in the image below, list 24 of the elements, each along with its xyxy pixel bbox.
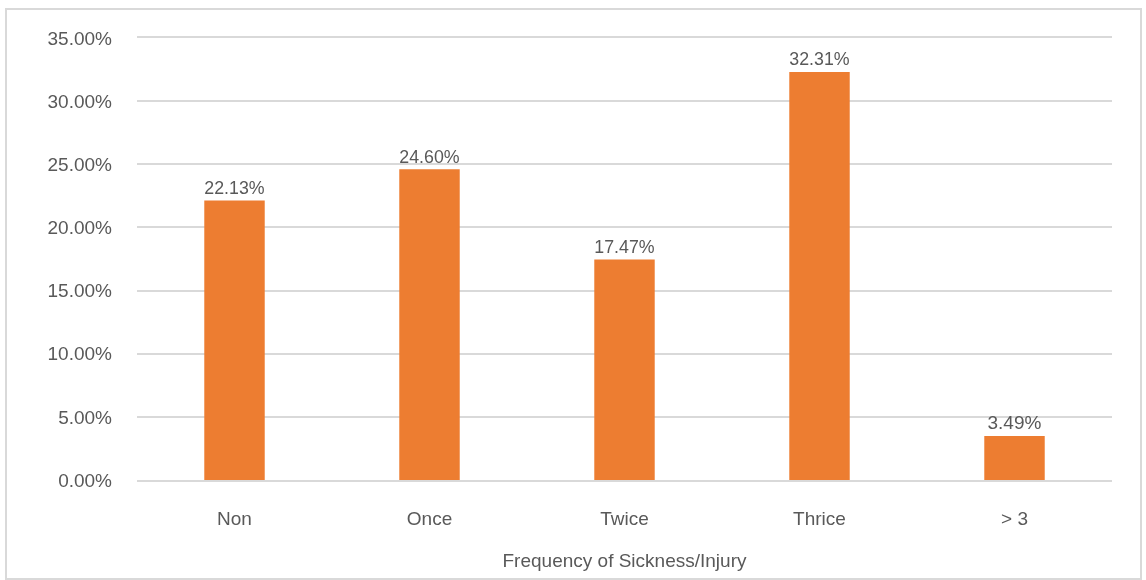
y-tick-label: 20.00% (47, 217, 113, 239)
x-tick-label: > 3 (1001, 507, 1028, 529)
y-tick-label: 0.00% (58, 469, 113, 491)
y-tick-label: 15.00% (47, 280, 113, 302)
data-label: 22.13% (204, 177, 265, 198)
bar (399, 169, 460, 480)
x-tick-label: Non (217, 507, 252, 529)
data-label: 17.47% (594, 236, 655, 257)
y-tick-label: 35.00% (47, 27, 113, 49)
bar (594, 259, 655, 480)
y-tick-label: 25.00% (47, 153, 113, 175)
bar (789, 71, 850, 480)
bar (984, 435, 1045, 480)
data-label: 3.49% (987, 411, 1042, 433)
bar (204, 200, 265, 480)
y-tick-label: 5.00% (58, 406, 113, 428)
data-label: 32.31% (789, 49, 850, 70)
y-tick-label: 30.00% (47, 90, 113, 112)
data-label: 24.60% (399, 146, 460, 167)
x-tick-label: Twice (600, 507, 649, 529)
x-tick-label: Thrice (793, 507, 846, 529)
x-tick-label: Once (406, 507, 453, 529)
y-tick-label: 10.00% (47, 343, 113, 365)
x-axis-title: Frequency of Sickness/Injury (502, 550, 747, 572)
